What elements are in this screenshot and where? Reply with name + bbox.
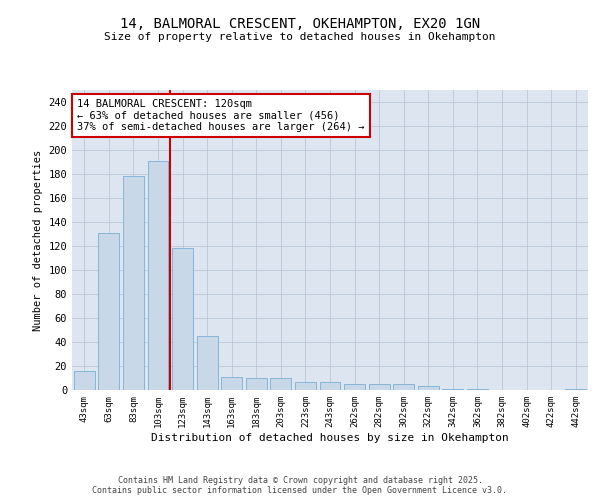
Bar	[246, 378, 267, 390]
X-axis label: Distribution of detached houses by size in Okehampton: Distribution of detached houses by size …	[151, 432, 509, 442]
Bar	[197, 336, 218, 390]
Bar	[565, 389, 586, 390]
Text: 14 BALMORAL CRESCENT: 120sqm
← 63% of detached houses are smaller (456)
37% of s: 14 BALMORAL CRESCENT: 120sqm ← 63% of de…	[77, 99, 365, 132]
Bar	[295, 382, 316, 390]
Bar	[393, 384, 414, 390]
Bar	[344, 384, 365, 390]
Text: 14, BALMORAL CRESCENT, OKEHAMPTON, EX20 1GN: 14, BALMORAL CRESCENT, OKEHAMPTON, EX20 …	[120, 18, 480, 32]
Bar	[418, 386, 439, 390]
Bar	[320, 382, 340, 390]
Bar	[467, 389, 488, 390]
Bar	[442, 389, 463, 390]
Bar	[98, 233, 119, 390]
Bar	[74, 371, 95, 390]
Text: Contains HM Land Registry data © Crown copyright and database right 2025.
Contai: Contains HM Land Registry data © Crown c…	[92, 476, 508, 495]
Bar	[271, 378, 292, 390]
Bar	[148, 161, 169, 390]
Bar	[221, 377, 242, 390]
Bar	[123, 176, 144, 390]
Bar	[368, 384, 389, 390]
Text: Size of property relative to detached houses in Okehampton: Size of property relative to detached ho…	[104, 32, 496, 42]
Bar	[172, 248, 193, 390]
Y-axis label: Number of detached properties: Number of detached properties	[33, 150, 43, 330]
